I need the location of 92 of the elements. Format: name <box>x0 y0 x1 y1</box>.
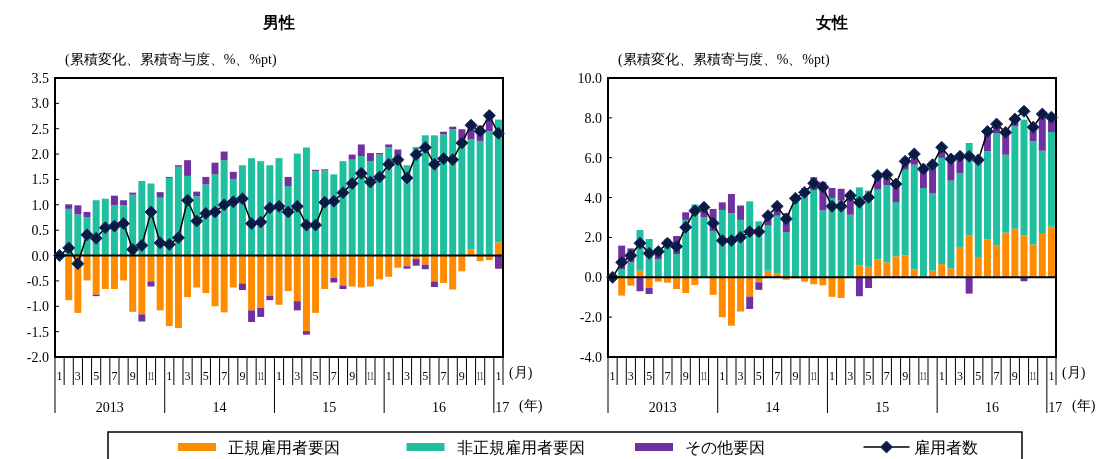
x-tick-label: 9 <box>458 369 465 383</box>
chart-title: 女性 <box>815 14 848 31</box>
y-tick-label: 3.0 <box>31 96 49 112</box>
x-tick-label: 5 <box>865 369 872 383</box>
x-tick-label: 1 <box>938 369 945 383</box>
y-tick-label: 8.0 <box>584 110 602 126</box>
y-tick-label: 3.5 <box>31 71 49 86</box>
text: 2013 <box>95 400 124 415</box>
text: (月) <box>509 365 533 381</box>
x-tick-label: 7 <box>993 369 1000 383</box>
y-tick-label: 10.0 <box>577 71 602 86</box>
x-tick-label: 5 <box>422 369 429 383</box>
x-tick-label: 1 <box>385 369 392 383</box>
legend-label: その他要因 <box>685 439 765 456</box>
y-tick-label: 2.5 <box>31 121 49 137</box>
y-tick-label: -1.5 <box>26 324 49 340</box>
x-tick-label: 5 <box>312 369 319 383</box>
x-tick-label: 1 <box>495 369 502 383</box>
x-tick-label: 3 <box>847 369 854 383</box>
x-tick-label: 1 <box>1048 369 1055 383</box>
y-axis-title: (累積変化、累積寄与度、%、%pt) <box>65 52 277 68</box>
y-tick-label: -1.0 <box>26 299 49 315</box>
text: (月) <box>1062 365 1086 381</box>
text: 14 <box>765 400 780 415</box>
y-tick-label: 1.0 <box>31 197 49 213</box>
x-tick-label: 11 <box>810 369 822 383</box>
x-tick-label: 9 <box>1011 369 1018 383</box>
x-tick-label: 9 <box>239 369 246 383</box>
y-tick-label: 0.5 <box>31 223 49 239</box>
x-tick-label: 11 <box>147 369 160 383</box>
x-tick-label: 7 <box>774 369 781 383</box>
x-tick-label: 9 <box>349 369 356 383</box>
y-tick-label: 1.5 <box>31 172 49 188</box>
x-tick-label: 1 <box>609 369 616 383</box>
x-tick-label: 5 <box>202 369 209 383</box>
y-tick-label: 6.0 <box>584 150 602 166</box>
x-tick-label: 3 <box>294 369 301 383</box>
x-tick-label: 3 <box>184 369 191 383</box>
x-tick-label: 11 <box>367 369 379 383</box>
text: (年) <box>1072 398 1096 414</box>
x-tick-label: 1 <box>276 369 282 383</box>
x-tick-label: 9 <box>902 369 909 383</box>
x-tick-label: 7 <box>664 369 671 383</box>
text: 2013 <box>648 400 677 415</box>
y-tick-label: 2.0 <box>31 147 49 163</box>
legend-label: 正規雇用者要因 <box>228 439 340 456</box>
x-tick-label: 3 <box>627 369 634 383</box>
y-tick-label: -4.0 <box>579 350 602 365</box>
y-tick-label: 4.0 <box>584 190 602 206</box>
y-axis-title: (累積変化、累積寄与度、%、%pt) <box>618 52 830 68</box>
text: 17 <box>495 400 510 415</box>
x-tick-label: 7 <box>330 369 337 383</box>
x-tick-label: 11 <box>257 369 269 383</box>
x-tick-label: 5 <box>93 369 100 383</box>
x-tick-label: 1 <box>166 369 173 383</box>
y-tick-label: 0.0 <box>584 270 602 286</box>
x-tick-label: 11 <box>920 369 932 383</box>
legend-label: 非正規雇用者要因 <box>456 439 585 456</box>
x-tick-label: 7 <box>440 369 447 383</box>
x-tick-label: 1 <box>56 369 63 383</box>
x-tick-label: 11 <box>476 369 489 383</box>
text: 15 <box>875 400 890 415</box>
x-tick-label: 9 <box>129 369 136 383</box>
x-tick-label: 3 <box>957 369 963 383</box>
x-tick-label: 3 <box>404 369 410 383</box>
text: 16 <box>432 400 446 415</box>
x-tick-label: 5 <box>646 369 653 383</box>
legend-label: 雇用者数 <box>913 439 978 456</box>
y-tick-label: 2.0 <box>584 230 602 246</box>
y-tick-label: -0.5 <box>26 273 49 289</box>
x-tick-label: 11 <box>1029 369 1042 383</box>
x-tick-label: 7 <box>221 369 228 383</box>
text: 14 <box>212 400 227 415</box>
x-tick-label: 9 <box>682 369 689 383</box>
y-tick-label: -2.0 <box>26 350 49 365</box>
x-tick-label: 7 <box>883 369 890 383</box>
x-tick-label: 3 <box>737 369 744 383</box>
y-tick-label: 0.0 <box>31 248 49 264</box>
text: 17 <box>1048 400 1063 415</box>
x-tick-label: 1 <box>829 369 835 383</box>
chart-title: 男性 <box>262 14 295 31</box>
y-tick-label: -2.0 <box>579 310 602 326</box>
x-tick-label: 11 <box>700 369 713 383</box>
x-tick-label: 7 <box>111 369 118 383</box>
x-tick-label: 1 <box>719 369 726 383</box>
text: (年) <box>519 398 543 414</box>
text: 15 <box>322 400 337 415</box>
x-tick-label: 3 <box>74 369 81 383</box>
x-tick-label: 5 <box>975 369 982 383</box>
text: 16 <box>985 400 999 415</box>
x-tick-label: 5 <box>755 369 762 383</box>
x-tick-label: 9 <box>792 369 799 383</box>
